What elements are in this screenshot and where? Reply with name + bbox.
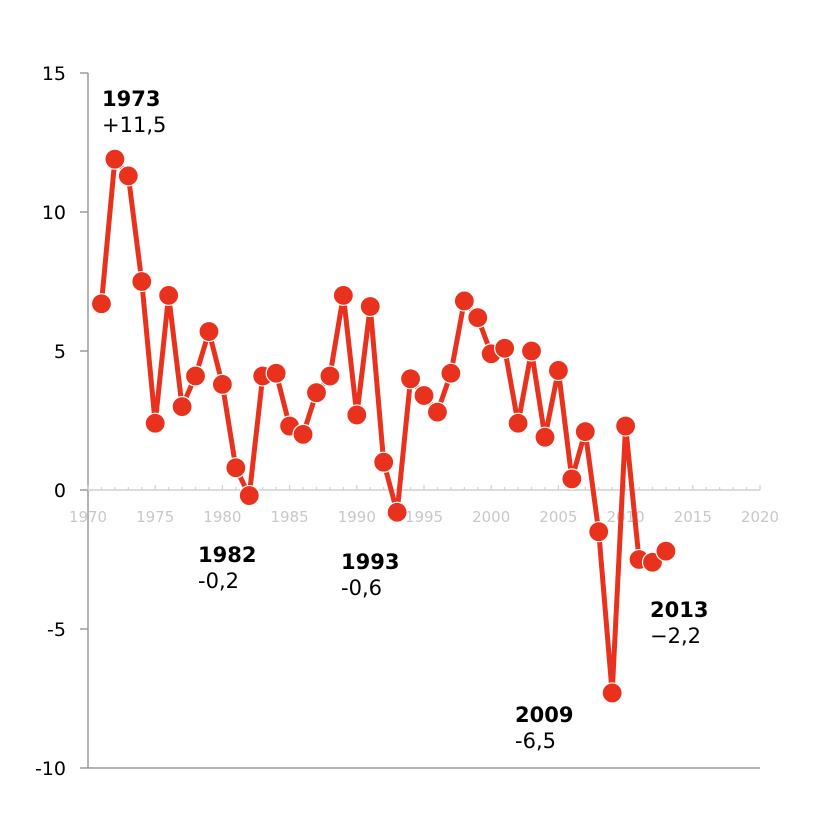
axes [87,73,760,769]
annotation-year: 2009 [515,703,573,727]
data-point [440,362,462,384]
y-tick-label: 5 [54,341,66,363]
annotation-2013: 2013 −2,2 [650,598,708,648]
data-point [561,468,583,490]
data-point [588,521,610,543]
data-point [198,320,220,343]
x-tick-label: 1985 [271,508,309,526]
annotation-1982: 1982 -0,2 [198,543,256,593]
data-point [158,284,180,306]
annotation-2009: 2009 -6,5 [515,703,573,753]
x-tick-label: 1970 [69,508,107,526]
annotation-value: -0,6 [341,576,382,600]
data-point [386,501,408,523]
data-point [131,270,153,293]
data-point [90,293,113,315]
data-point [614,415,637,437]
data-points [90,148,677,704]
data-point [467,307,489,329]
x-tick-label: 2020 [741,508,779,526]
x-tick-label: 2015 [674,508,712,526]
data-point [534,426,556,448]
annotation-value: −2,2 [650,624,701,648]
y-ticks: 15 10 5 0 -5 -10 [35,63,88,780]
data-point [453,290,475,312]
data-point [332,284,354,306]
data-point [225,457,247,479]
data-point [305,382,328,404]
x-tick-label: 2000 [472,508,510,526]
data-point [373,451,395,473]
y-tick-label: 15 [42,63,66,85]
data-point [494,337,516,359]
y-tick-label: 10 [42,202,66,224]
data-point [399,368,422,390]
y-tick-label: -10 [35,758,66,780]
annotation-year: 1993 [341,550,399,574]
data-point [346,404,368,426]
data-point [117,165,139,187]
annotation-1993: 1993 -0,6 [341,550,399,600]
annotation-value: -6,5 [515,729,556,753]
data-point [319,365,341,387]
data-point [184,365,207,387]
data-point [104,148,126,170]
annotation-value: +11,5 [102,113,166,137]
x-tick-label: 1975 [136,508,174,526]
annotation-year: 1973 [102,87,160,111]
data-point [655,540,677,562]
data-point [171,396,193,418]
x-tick-label: 1995 [405,508,443,526]
x-ticks: 1970 1975 1980 1985 1990 1995 2000 2005 2010 2015… [69,485,779,526]
y-tick-label: -5 [47,619,66,641]
data-point [426,401,449,423]
data-point [413,384,435,407]
data-point [601,682,623,704]
x-tick-label: 1980 [203,508,241,526]
data-point [292,423,314,445]
data-point [265,362,287,384]
data-point [359,295,381,318]
x-tick-label: 1990 [338,508,376,526]
data-point [238,484,260,507]
annotation-year: 1982 [198,543,256,567]
y-tick-label: 0 [54,480,66,502]
data-point [547,359,570,382]
data-point [520,340,543,362]
data-point [144,412,166,434]
annotation-value: -0,2 [198,569,239,593]
annotation-1973: 1973 +11,5 [102,87,166,137]
annotation-year: 2013 [650,598,708,622]
data-point [507,412,529,434]
data-point [574,421,596,443]
x-tick-label: 2005 [539,508,577,526]
x-tick-label: 2010 [607,508,645,526]
data-point [211,373,233,395]
